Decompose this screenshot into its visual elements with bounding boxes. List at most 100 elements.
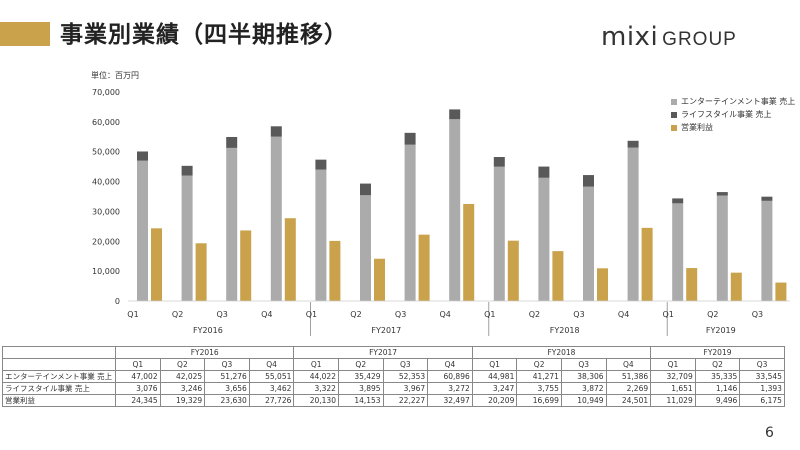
entertainment-sales-bar	[270, 136, 282, 301]
entertainment-sales-bar	[226, 147, 238, 301]
table-cell: 6,175	[739, 394, 785, 407]
table-quarter-header: Q4	[427, 358, 473, 371]
table-cell: 27,726	[248, 394, 295, 407]
lifestyle-sales-bar	[404, 132, 416, 145]
table-cell: 19,329	[159, 394, 206, 407]
table-quarter-header: Q1	[471, 358, 518, 371]
entertainment-sales-bar	[315, 169, 327, 301]
legend-item: エンターテインメント事業 売上	[671, 95, 795, 108]
fiscal-year-label: FY2018	[550, 326, 580, 335]
lifestyle-sales-bar	[315, 159, 327, 170]
y-tick-label: 30,000	[92, 207, 120, 216]
y-tick-label: 60,000	[92, 118, 120, 127]
table-quarter-row: Q1 Q2 Q3 Q4 Q1 Q2 Q3 Q4 Q1 Q2 Q3 Q4 Q1 Q2 Q3	[2, 358, 785, 371]
operating-profit-bar	[597, 268, 608, 301]
title-accent-bar	[0, 22, 50, 46]
operating-profit-bar	[686, 268, 698, 301]
quarter-tick-label: Q2	[172, 310, 183, 319]
operating-profit-bar	[284, 218, 296, 301]
table-row: 営業利益 24,345 19,329 23,630 27,726 20,130 14,153…	[2, 394, 785, 407]
operating-profit-bar	[329, 240, 341, 301]
operating-profit-bar	[195, 243, 207, 301]
y-tick-label: 40,000	[92, 178, 120, 187]
table-cell: 9,496	[694, 394, 741, 407]
y-tick-label: 50,000	[92, 148, 120, 157]
quarter-tick-label: Q4	[440, 310, 451, 319]
operating-profit-bar	[151, 228, 162, 301]
table-row: エンターテインメント事業 売上 47,002 42,025 51,276 55,051 4…	[2, 370, 785, 383]
legend-item: ライフスタイル事業 売上	[671, 108, 795, 121]
operating-profit-bar	[775, 282, 787, 301]
legend-label: エンターテインメント事業 売上	[681, 97, 796, 106]
lifestyle-sales-bar	[181, 165, 193, 176]
table-quarter-header: Q3	[204, 358, 250, 371]
lifestyle-sales-bar	[137, 151, 148, 161]
quarter-tick-label: Q1	[127, 310, 138, 319]
table-row-label: エンターテインメント事業 売上	[2, 370, 116, 383]
chart-legend: エンターテインメント事業 売上 ライフスタイル事業 売上 営業利益	[671, 95, 795, 134]
legend-swatch	[671, 98, 677, 105]
fiscal-year-label: FY2017	[371, 326, 401, 335]
quarter-tick-label: Q2	[350, 310, 361, 319]
entertainment-sales-bar	[137, 160, 148, 301]
table-cell: 3,462	[248, 382, 295, 395]
table-cell: 3,755	[516, 382, 562, 395]
table-quarter-header: Q1	[293, 358, 339, 371]
entertainment-sales-bar	[360, 195, 371, 301]
table-cell: 3,656	[204, 382, 250, 395]
lifestyle-sales-bar	[627, 140, 639, 148]
quarter-tick-label: Q4	[261, 310, 272, 319]
lifestyle-sales-bar	[449, 109, 461, 120]
table-cell: 38,306	[560, 370, 607, 383]
page-title: 事業別業績（四半期推移）	[60, 22, 348, 48]
y-tick-label: 20,000	[92, 237, 120, 246]
table-quarter-header: Q2	[337, 358, 384, 371]
entertainment-sales-bar	[627, 147, 639, 301]
table-cell: 20,209	[471, 394, 518, 407]
logo-mixi-text: mixi	[601, 22, 659, 52]
entertainment-sales-bar	[493, 166, 505, 301]
operating-profit-bar	[641, 227, 653, 301]
table-cell: 24,345	[115, 394, 161, 407]
table-cell: 52,353	[382, 370, 429, 383]
table-row-label: ライフスタイル事業 売上	[2, 382, 116, 395]
table-quarter-header: Q2	[516, 358, 562, 371]
table-cell: 3,272	[427, 382, 473, 395]
table-cell: 3,895	[337, 382, 384, 395]
lifestyle-sales-bar	[493, 157, 505, 167]
table-cell: 16,699	[516, 394, 562, 407]
table-row: ライフスタイル事業 売上 3,076 3,246 3,656 3,462 3,322 3,8…	[2, 382, 785, 395]
table-quarter-header: Q3	[560, 358, 607, 371]
table-quarter-header: Q3	[739, 358, 785, 371]
table-cell: 2,269	[605, 382, 652, 395]
lifestyle-sales-bar	[761, 196, 773, 201]
legend-label: ライフスタイル事業 売上	[681, 110, 772, 119]
legend-swatch	[671, 124, 677, 131]
entertainment-sales-bar	[404, 144, 416, 301]
table-cell: 20,130	[293, 394, 339, 407]
table-fiscal-year-header: FY2016	[114, 346, 295, 359]
table-quarter-header: Q1	[650, 358, 696, 371]
quarter-tick-label: Q3	[395, 310, 406, 319]
table-cell: 24,501	[605, 394, 652, 407]
entertainment-sales-bar	[716, 195, 728, 301]
table-quarter-header: Q3	[382, 358, 429, 371]
table-corner-cell	[2, 346, 116, 359]
table-cell: 14,153	[337, 394, 384, 407]
table-cell: 3,322	[293, 382, 339, 395]
table-quarter-header: Q4	[248, 358, 295, 371]
fiscal-year-label: FY2019	[706, 326, 736, 335]
table-cell: 1,146	[694, 382, 741, 395]
table-cell: 44,022	[293, 370, 339, 383]
table-cell: 41,271	[516, 370, 562, 383]
table-fiscal-year-header: FY2017	[293, 346, 473, 359]
table-cell: 55,051	[248, 370, 295, 383]
table-cell: 3,247	[471, 382, 518, 395]
logo-group-text: GROUP	[662, 29, 737, 50]
table-cell: 10,949	[560, 394, 607, 407]
operating-profit-bar	[463, 203, 475, 301]
table-cell: 3,872	[560, 382, 607, 395]
operating-profit-bar	[552, 251, 564, 301]
table-corner-cell	[2, 358, 116, 371]
operating-profit-bar	[730, 272, 742, 301]
